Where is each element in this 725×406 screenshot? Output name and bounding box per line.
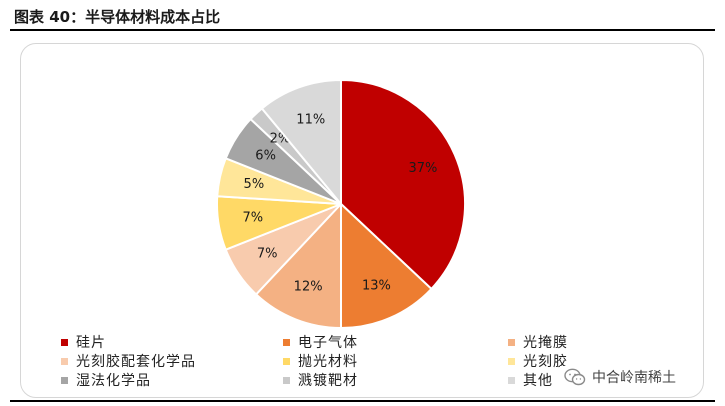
legend-swatch xyxy=(283,376,290,384)
watermark: 中合岭南稀土 xyxy=(560,366,680,388)
slice-data-label: 11% xyxy=(296,112,325,127)
title-rule xyxy=(10,29,715,31)
legend-item: 硅片 xyxy=(61,333,106,351)
legend-label: 其他 xyxy=(523,373,553,389)
watermark-text: 中合岭南稀土 xyxy=(592,370,676,386)
pie-slice xyxy=(260,78,342,207)
legend-label: 电子气体 xyxy=(298,335,358,351)
legend-swatch xyxy=(508,376,515,384)
legend-swatch xyxy=(283,357,290,365)
legend-swatch xyxy=(61,338,68,346)
pie-slice xyxy=(340,201,433,330)
legend-label: 湿法化学品 xyxy=(76,373,151,389)
legend-item: 光掩膜 xyxy=(508,333,568,351)
bottom-rule xyxy=(10,400,715,402)
legend-label: 光刻胶 xyxy=(523,354,568,370)
slice-data-label: 13% xyxy=(362,278,391,293)
legend-swatch xyxy=(61,357,68,365)
legend-label: 溅镀靶材 xyxy=(298,373,358,389)
legend-label: 抛光材料 xyxy=(298,354,358,370)
chart-frame: 37% 13% 12% 7% 7% 5% 6% 2% 11% 硅片 电子气体 光掩膜 光刻胶配套化学品… xyxy=(20,43,704,398)
legend-swatch xyxy=(508,338,515,346)
legend-label: 硅片 xyxy=(76,335,106,351)
legend-item: 抛光材料 xyxy=(283,352,358,370)
legend-swatch xyxy=(61,376,68,384)
slice-data-label: 7% xyxy=(257,247,278,262)
slice-data-label: 7% xyxy=(243,210,264,225)
legend-item: 溅镀靶材 xyxy=(283,371,358,389)
legend-item: 光刻胶 xyxy=(508,352,568,370)
legend-item: 电子气体 xyxy=(283,333,358,351)
legend-item: 其他 xyxy=(508,371,553,389)
slice-data-label: 37% xyxy=(408,161,437,176)
legend-item: 光刻胶配套化学品 xyxy=(61,352,196,370)
slice-data-label: 5% xyxy=(244,177,265,192)
slice-data-label: 6% xyxy=(255,149,276,164)
legend-swatch xyxy=(283,338,290,346)
pie-slice xyxy=(340,78,466,291)
legend-label: 光掩膜 xyxy=(523,335,568,351)
pie-chart: 37%13%12%7%7%5%6%2%11% xyxy=(216,78,466,330)
legend-swatch xyxy=(508,357,515,365)
legend-label: 光刻胶配套化学品 xyxy=(76,354,196,370)
figure-title: 图表 40：半导体材料成本占比 xyxy=(14,8,221,26)
legend-item: 湿法化学品 xyxy=(61,371,151,389)
pie-slice xyxy=(254,201,342,330)
slice-data-label: 12% xyxy=(294,280,323,295)
wechat-icon xyxy=(564,368,586,386)
